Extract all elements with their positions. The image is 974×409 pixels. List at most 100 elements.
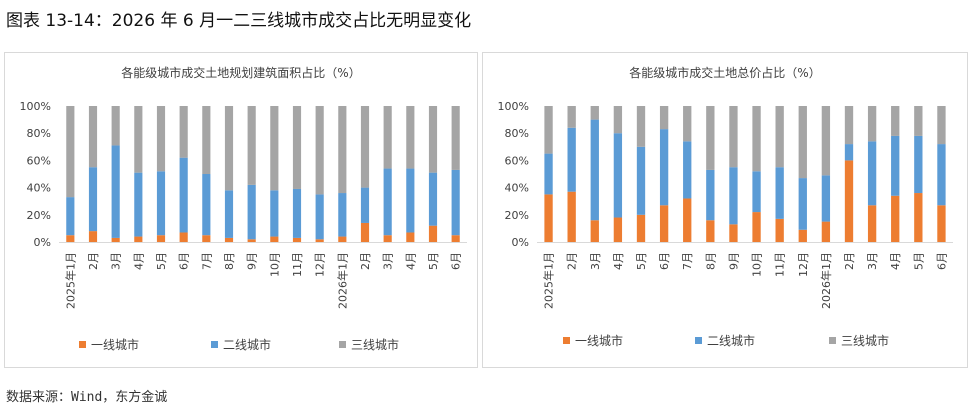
x-tick-label: 4月 <box>404 252 417 270</box>
bar-segment <box>798 178 807 230</box>
bar-segment <box>224 237 234 242</box>
bar-segment <box>567 106 576 128</box>
bar-segment <box>111 145 120 238</box>
bar-segment <box>937 106 946 145</box>
x-tick-label: 4月 <box>612 252 625 270</box>
bar-segment <box>270 236 279 242</box>
bar-segment <box>590 220 599 242</box>
y-tick-label: 40% <box>27 182 51 195</box>
x-tick-label: 7月 <box>681 252 694 270</box>
x-tick-label: 2026年1月 <box>335 252 349 309</box>
y-tick-label: 0% <box>512 236 529 249</box>
bar-segment <box>88 167 98 232</box>
x-tick-label: 2026年1月 <box>819 252 833 309</box>
bar-segment <box>914 135 923 194</box>
x-tick-label: 2月 <box>87 252 100 270</box>
x-tick-label: 11月 <box>291 252 304 277</box>
chart-floor-area-share: 各能级城市成交土地规划建筑面积占比（%） 0% 20% 40% 60% 80% 100% 20… <box>20 65 467 352</box>
y-tick-label: 0% <box>34 236 51 249</box>
legend-swatch <box>211 341 218 348</box>
bar-segment <box>66 197 75 236</box>
bar-segment <box>891 106 900 136</box>
x-tick-label: 10月 <box>751 252 764 277</box>
x-tick-label: 5月 <box>427 252 440 270</box>
bar-segment <box>590 119 599 221</box>
x-tick-label: 3月 <box>382 252 395 270</box>
bar-segment <box>567 191 576 242</box>
x-tick-label: 5月 <box>155 252 168 270</box>
bar-segment <box>270 190 279 237</box>
bar-segment <box>134 236 143 242</box>
bar-segment <box>659 106 669 130</box>
bar-segment <box>88 231 98 242</box>
x-tick-label: 9月 <box>727 252 740 270</box>
bar-segment <box>292 188 302 238</box>
bar-segment <box>360 187 370 223</box>
x-tick-label: 3月 <box>866 252 879 270</box>
bar-segment <box>914 193 923 242</box>
bar-segment <box>428 225 438 242</box>
legend-swatch <box>79 341 86 348</box>
bar-segment <box>292 106 302 189</box>
x-tick-label: 6月 <box>178 252 191 270</box>
bar-segment <box>406 106 415 169</box>
bar-segment <box>202 106 211 174</box>
bar-segment <box>451 169 460 236</box>
bar-segment <box>247 239 256 242</box>
bar-segment <box>775 167 784 219</box>
bar-segment <box>914 106 923 136</box>
bar-segment <box>636 146 646 215</box>
x-tick-label: 9月 <box>246 252 259 270</box>
bar-segment <box>752 212 761 242</box>
x-tick-label: 6月 <box>935 252 948 270</box>
bar-segment <box>315 194 324 240</box>
bar-segment <box>590 106 599 120</box>
x-tick-label: 3月 <box>110 252 123 270</box>
bar-segment <box>315 239 324 242</box>
bar-segment <box>224 190 234 238</box>
bar-segment <box>292 237 302 242</box>
bar-segment <box>111 106 120 146</box>
x-tick-label: 8月 <box>223 252 236 270</box>
bar-segment <box>202 174 211 236</box>
bar-segment <box>798 106 807 179</box>
bar-segment <box>567 127 576 192</box>
legend-label: 二线城市 <box>707 333 755 348</box>
y-tick-label: 20% <box>27 209 51 222</box>
bar-segment <box>821 106 831 176</box>
bar-segment <box>428 106 438 173</box>
chart-total-price-share: 各能级城市成交土地总价占比（%） 0% 20% 40% 60% 80% 100% 2025年1… <box>498 65 953 348</box>
bar-segment <box>844 144 854 161</box>
figure-title: 图表 13-14：2026 年 6 月一二三线城市成交占比无明显变化 <box>6 11 472 31</box>
bar-segment <box>613 217 623 242</box>
bar-segment <box>66 235 75 242</box>
bar-segment <box>338 193 347 237</box>
bar-segment <box>544 106 553 154</box>
bar-segment <box>360 222 370 242</box>
bar-segment <box>428 172 438 226</box>
x-tick-label: 11月 <box>774 252 787 277</box>
bar-segment <box>66 106 75 198</box>
bar-segment <box>844 160 854 242</box>
bar-segment <box>937 205 946 242</box>
x-tick-label: 6月 <box>450 252 463 270</box>
bar-segment <box>937 144 946 206</box>
y-tick-label: 20% <box>505 209 529 222</box>
chart-title: 各能级城市成交土地规划建筑面积占比（%） <box>121 65 360 80</box>
bar-segment <box>156 235 166 242</box>
bar-segment <box>544 194 553 242</box>
legend-label: 一线城市 <box>91 337 139 352</box>
x-tick-label: 2月 <box>843 252 856 270</box>
bar-segment <box>338 106 347 194</box>
bar-segment <box>383 168 392 236</box>
bar-segment <box>891 135 900 196</box>
chart-panel-total-price: 各能级城市成交土地总价占比（%） 0% 20% 40% 60% 80% 100% 2025年1… <box>482 52 968 368</box>
x-tick-label: 2月 <box>359 252 372 270</box>
bar-segment <box>134 106 143 173</box>
bar-segment <box>706 106 715 170</box>
bar-segment <box>383 235 392 242</box>
legend-swatch <box>339 341 346 348</box>
x-tick-label: 2025年1月 <box>542 252 556 309</box>
bar-segment <box>729 167 738 225</box>
bar-segment <box>247 106 256 185</box>
